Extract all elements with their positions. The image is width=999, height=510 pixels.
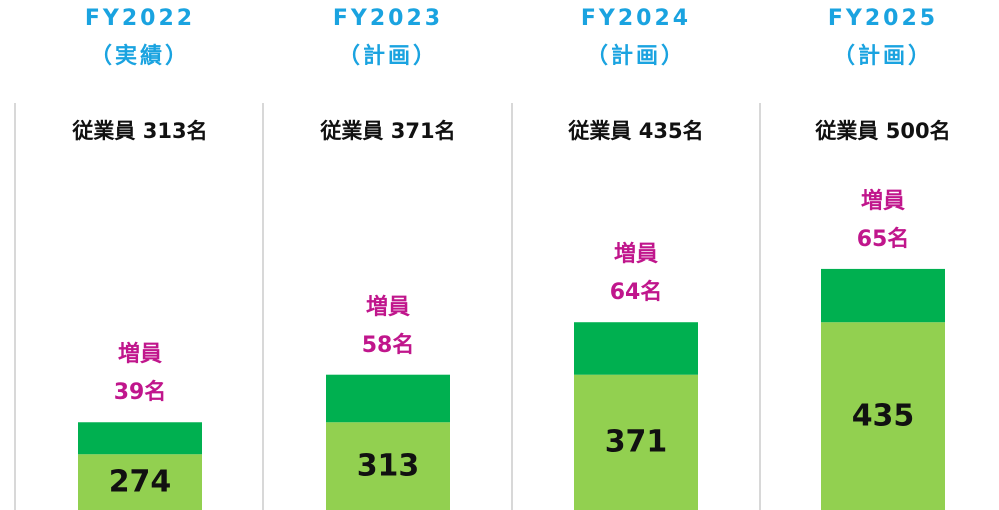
- increase-label: 増員 65名: [856, 188, 910, 252]
- increase-label: 増員 64名: [609, 242, 663, 306]
- bar-segment: [326, 422, 450, 510]
- total-label: 従業員 313名: [72, 119, 208, 143]
- increase-label: 増員 39名: [113, 342, 167, 406]
- total-label: 従業員 435名: [568, 119, 704, 143]
- total-label: 従業員 371名: [320, 119, 456, 143]
- bar-segment: [326, 374, 450, 423]
- value-label: 274: [108, 464, 172, 500]
- category-label: FY2023 （計画）: [332, 6, 444, 69]
- bar-segment: [574, 374, 698, 510]
- category-label: FY2024 （計画）: [580, 6, 692, 69]
- value-label: 371: [604, 424, 668, 460]
- total-label: 従業員 500名: [815, 119, 951, 143]
- bar-segment: [78, 422, 202, 455]
- bar-segment: [574, 322, 698, 375]
- bar-segment: [821, 322, 945, 510]
- bar-segment: [821, 268, 945, 323]
- value-label: 313: [356, 448, 420, 484]
- bar-segment: [78, 454, 202, 510]
- increase-label: 増員 58名: [361, 294, 415, 358]
- category-label: FY2025 （計画）: [827, 6, 939, 69]
- category-label: FY2022 （実績）: [84, 6, 196, 69]
- value-label: 435: [851, 398, 915, 434]
